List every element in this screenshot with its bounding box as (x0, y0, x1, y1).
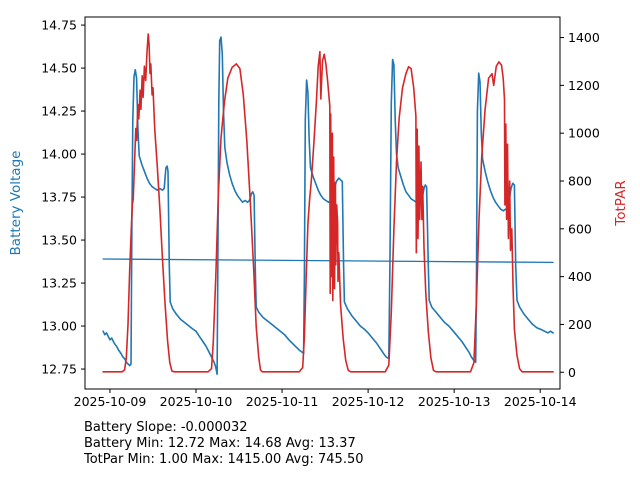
left-tick-label: 14.75 (41, 18, 77, 33)
stat-battery-minmax: Battery Min: 12.72 Max: 14.68 Avg: 13.37 (84, 436, 356, 451)
left-tick-label: 13.25 (41, 276, 77, 291)
right-tick-label: 1200 (568, 78, 600, 93)
x-tick-label: 2025-10-12 (332, 394, 405, 409)
series-totpar (102, 33, 554, 373)
right-tick-label: 600 (568, 221, 592, 236)
right-tick-label: 1000 (568, 126, 600, 141)
left-tick-label: 12.75 (41, 362, 77, 377)
stat-totpar-minmax: TotPar Min: 1.00 Max: 1415.00 Avg: 745.5… (84, 452, 364, 467)
left-tick-label: 13.00 (41, 319, 77, 334)
series-battery-trend (102, 258, 554, 264)
left-tick-label: 13.75 (41, 190, 77, 205)
right-tick-label: 200 (568, 317, 592, 332)
series-battery-voltage (102, 36, 554, 376)
left-tick-label: 14.00 (41, 147, 77, 162)
plot-frame (84, 16, 561, 390)
left-tick-label: 14.50 (41, 61, 77, 76)
x-tick-label: 2025-10-11 (246, 394, 319, 409)
x-tick-label: 2025-10-13 (418, 394, 491, 409)
stat-battery-slope: Battery Slope: -0.000032 (84, 420, 248, 435)
left-axis-title: Battery Voltage (8, 150, 24, 256)
right-tick-label: 0 (568, 365, 576, 380)
left-tick-label: 13.50 (41, 233, 77, 248)
x-tick-label: 2025-10-09 (74, 394, 147, 409)
x-tick-label: 2025-10-14 (504, 394, 577, 409)
left-tick-label: 14.25 (41, 104, 77, 119)
right-axis-title: TotPAR (613, 180, 629, 226)
right-tick-label: 800 (568, 174, 592, 189)
x-tick-label: 2025-10-10 (160, 394, 233, 409)
stats-block: Battery Slope: -0.000032 Battery Min: 12… (84, 420, 364, 468)
right-tick-label: 400 (568, 269, 592, 284)
right-tick-label: 1400 (568, 30, 600, 45)
